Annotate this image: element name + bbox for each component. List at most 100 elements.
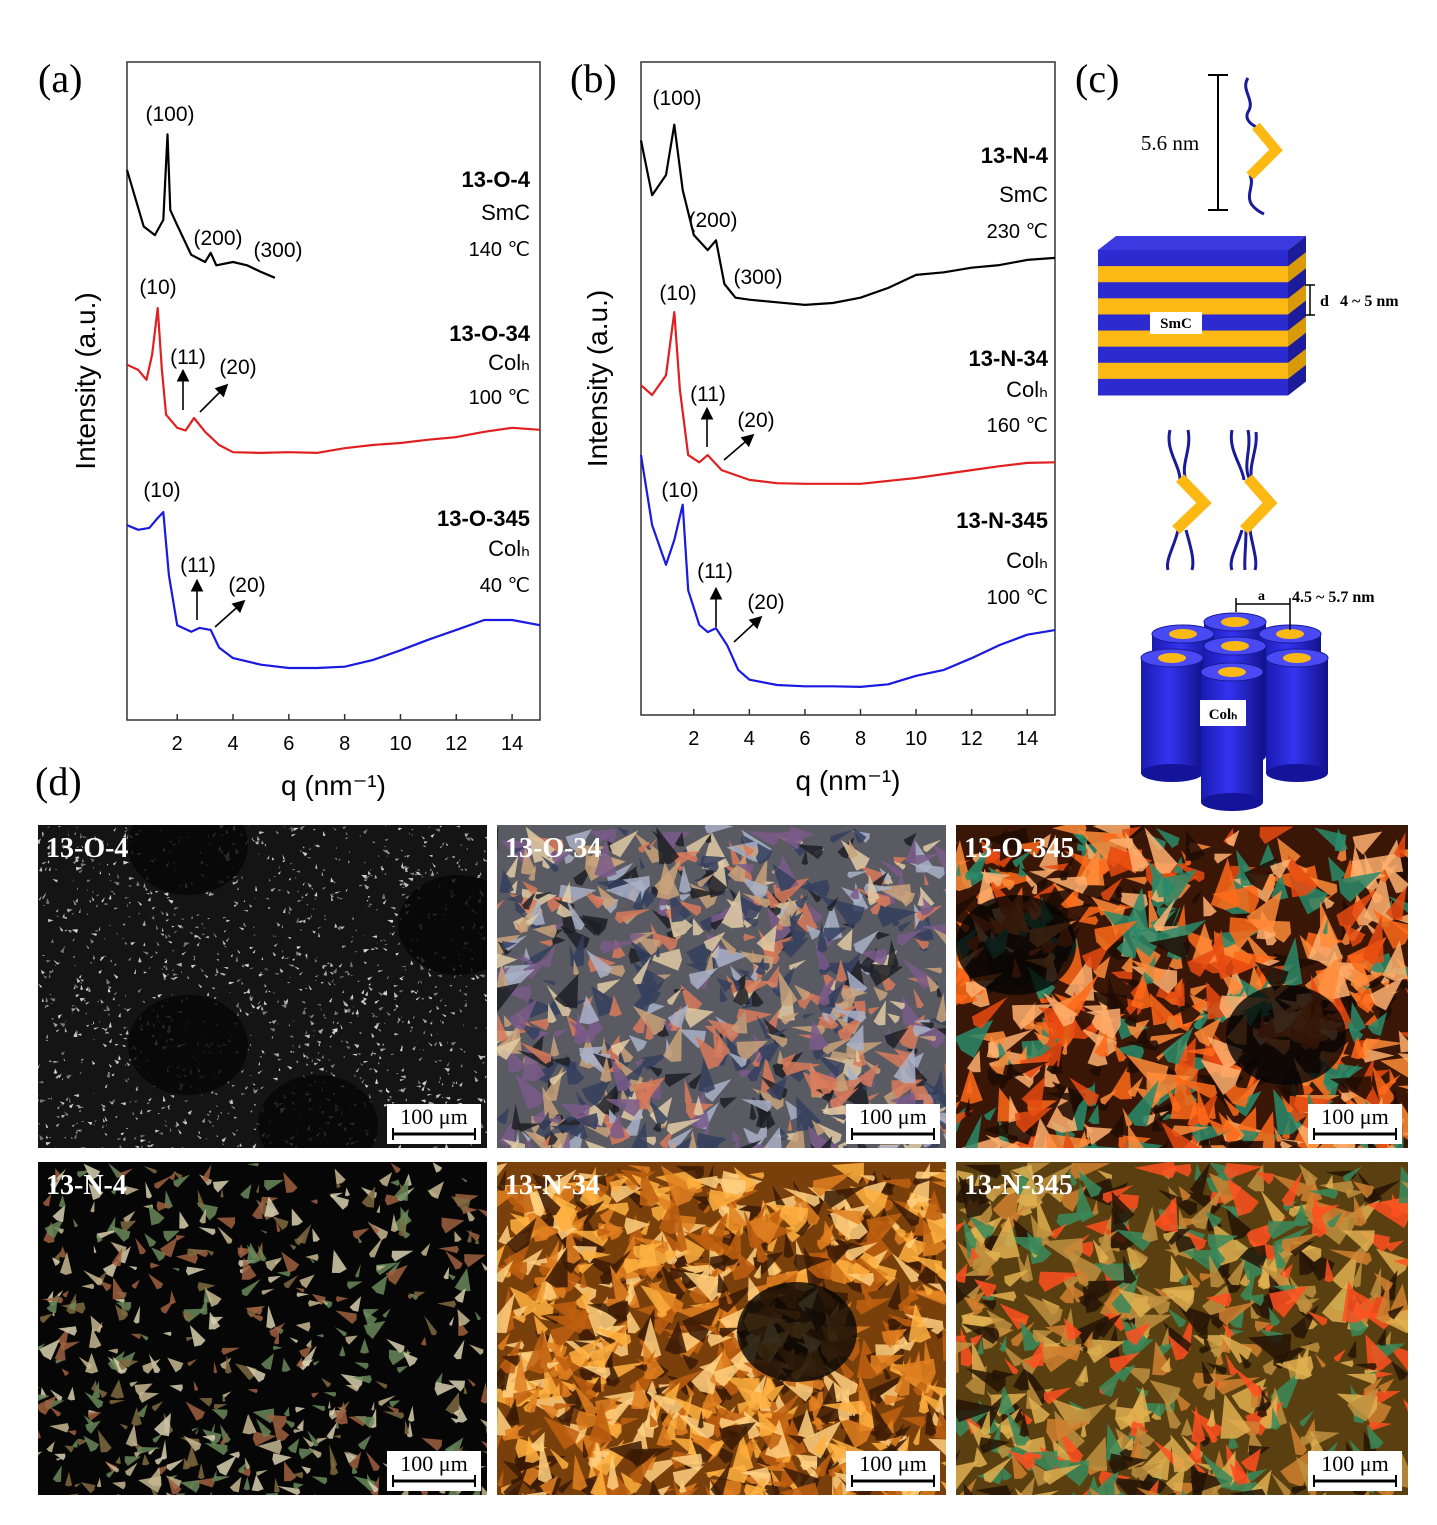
crystal-texture — [90, 1200, 95, 1213]
crystal-texture — [1149, 1032, 1186, 1047]
crystal-texture — [243, 910, 249, 912]
crystal-texture — [304, 1007, 308, 1010]
crystal-texture — [332, 1020, 335, 1024]
crystal-texture — [326, 1422, 337, 1439]
series-phase: Colₕ — [488, 350, 530, 375]
crystal-texture — [264, 1179, 285, 1191]
crystal-texture — [1049, 1059, 1058, 1075]
crystal-texture — [756, 924, 777, 952]
crystal-texture — [59, 1101, 65, 1105]
crystal-texture — [129, 1381, 138, 1388]
crystal-texture — [107, 987, 111, 993]
crystal-texture — [120, 1220, 137, 1233]
crystal-texture — [167, 934, 171, 938]
crystal-texture — [822, 1037, 854, 1055]
crystal-texture — [541, 855, 559, 873]
crystal-texture — [289, 976, 291, 978]
crystal-texture — [82, 998, 86, 1002]
crystal-texture — [817, 982, 844, 1015]
crystal-texture — [133, 1136, 137, 1140]
crystal-texture — [934, 1273, 946, 1295]
crystal-texture — [335, 1012, 339, 1015]
crystal-texture — [535, 891, 553, 900]
series-temperature: 140 ℃ — [469, 239, 530, 261]
crystal-texture — [269, 1028, 276, 1032]
crystal-texture — [1028, 1339, 1044, 1367]
crystal-texture — [124, 1078, 128, 1083]
crystal-texture — [198, 983, 202, 988]
crystal-texture — [289, 827, 291, 830]
crystal-texture — [342, 945, 347, 949]
crystal-texture — [126, 1008, 132, 1012]
peak-label: (11) — [170, 346, 206, 369]
crystal-texture — [301, 895, 304, 899]
crystal-texture — [296, 1356, 303, 1368]
crystal-texture — [829, 829, 854, 843]
crystal-texture — [980, 1300, 997, 1311]
crystal-texture — [260, 1353, 274, 1370]
crystal-texture — [1347, 1340, 1357, 1359]
crystal-texture — [151, 915, 155, 920]
crystal-texture — [390, 1162, 401, 1174]
crystal-texture — [901, 1416, 926, 1428]
crystal-texture — [204, 935, 209, 939]
x-tick-label: 2 — [688, 728, 699, 750]
crystal-texture — [86, 852, 92, 857]
crystal-texture — [931, 1181, 946, 1188]
crystal-texture — [983, 1107, 997, 1121]
crystal-texture — [438, 1245, 460, 1254]
crystal-texture — [136, 881, 140, 887]
crystal-texture — [73, 1031, 78, 1038]
crystal-texture — [506, 894, 524, 904]
crystal-texture — [222, 940, 226, 945]
crystal-texture — [331, 1028, 338, 1033]
crystal-texture — [71, 1012, 74, 1014]
crystal-texture — [169, 1384, 183, 1392]
crystal-texture — [320, 982, 325, 984]
crystal-texture — [367, 976, 373, 981]
crystal-texture — [321, 965, 325, 969]
crystal-texture — [473, 1027, 477, 1029]
crystal-texture — [321, 1299, 328, 1305]
crystal-texture — [241, 875, 243, 879]
crystal-texture — [1111, 1191, 1135, 1225]
crystal-texture — [295, 1406, 306, 1413]
crystal-texture — [743, 933, 757, 942]
crystal-texture — [250, 1109, 253, 1113]
crystal-texture — [38, 983, 42, 988]
crystal-texture — [400, 1087, 407, 1093]
crystal-texture — [1225, 1353, 1238, 1375]
crystal-texture — [181, 1121, 188, 1125]
xrd-curve — [639, 123, 1056, 306]
crystal-texture — [481, 1486, 487, 1495]
crystal-texture — [706, 1437, 729, 1457]
crystal-texture — [378, 1395, 396, 1407]
crystal-texture — [352, 1375, 372, 1384]
crystal-texture — [286, 1065, 292, 1070]
crystal-texture — [72, 879, 74, 882]
crystal-texture — [52, 1465, 62, 1483]
crystal-texture — [357, 980, 360, 982]
crystal-texture — [685, 1007, 714, 1029]
crystal-texture — [63, 1058, 66, 1062]
crystal-texture — [481, 1261, 487, 1271]
crystal-texture — [58, 960, 60, 964]
crystal-texture — [386, 1405, 399, 1414]
crystal-texture — [272, 1422, 290, 1443]
crystal-texture — [347, 1281, 363, 1290]
crystal-texture — [75, 1006, 80, 1012]
crystal-texture — [666, 987, 683, 1005]
crystal-texture — [264, 983, 267, 988]
crystal-texture — [99, 956, 104, 961]
crystal-texture — [1087, 1103, 1100, 1125]
crystal-texture — [428, 825, 430, 828]
crystal-texture — [45, 997, 49, 1003]
crystal-texture — [95, 1494, 97, 1495]
crystal-texture — [172, 973, 179, 976]
crystal-texture — [366, 1473, 374, 1487]
crystal-texture — [741, 1099, 772, 1112]
crystal-texture — [46, 1298, 58, 1314]
crystal-texture — [138, 913, 141, 915]
crystal-texture — [748, 1172, 765, 1180]
crystal-texture — [436, 1033, 439, 1035]
